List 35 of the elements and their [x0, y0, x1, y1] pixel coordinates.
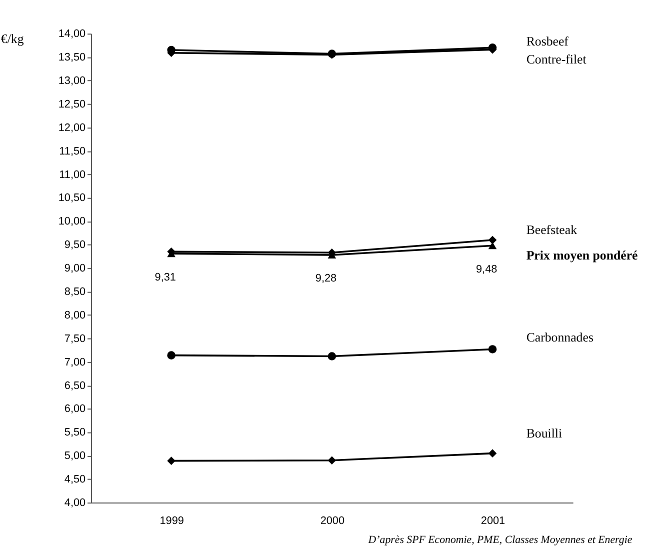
y-tick-label: 9,50 — [64, 239, 86, 252]
x-tick-label: 1999 — [160, 514, 184, 527]
text: Contre-filet — [526, 52, 587, 66]
y-tick-label: 13,50 — [58, 52, 86, 64]
y-tick-label: 12,00 — [58, 122, 86, 134]
y-tick-label: 6,50 — [64, 380, 86, 392]
y-tick-label: 6,00 — [64, 403, 86, 416]
y-tick-label: 13,00 — [58, 74, 86, 87]
y-tick-label: 11,00 — [59, 168, 86, 181]
x-tick-label: 2000 — [320, 514, 345, 527]
y-tick-label: 7,00 — [64, 356, 86, 368]
y-tick-label: 8,50 — [64, 286, 86, 298]
y-tick-label: 5,00 — [64, 450, 86, 462]
y-axis-title: €/kg — [0, 32, 24, 46]
y-tick-label: 4,50 — [64, 474, 86, 486]
y-tick-label: 4,00 — [64, 497, 86, 510]
text: Beefsteak — [526, 223, 578, 238]
y-tick-label: 8,00 — [64, 309, 86, 322]
y-tick-label: 14,00 — [58, 28, 86, 40]
text: Bouilli — [526, 426, 562, 440]
y-tick-label: 10,50 — [58, 192, 86, 204]
y-tick-label: 10,00 — [58, 216, 86, 228]
text: Carbonnades — [526, 330, 594, 344]
data-label: 9,31 — [154, 271, 176, 284]
text: Rosbeef — [526, 34, 570, 49]
data-label: 9,48 — [476, 263, 498, 276]
x-tick-label: 2001 — [480, 514, 506, 527]
text: Prix moyen pondéré — [526, 248, 638, 262]
y-tick-label: 9,00 — [64, 262, 86, 275]
y-tick-label: 12,50 — [58, 98, 86, 110]
data-label: 9,28 — [315, 272, 337, 285]
y-tick-label: 11,50 — [59, 145, 86, 158]
text: D’après SPF Economie, PME, Classes Moyennes et Energie — [367, 534, 632, 546]
y-tick-label: 5,50 — [64, 426, 86, 439]
y-tick-label: 7,50 — [64, 332, 86, 345]
